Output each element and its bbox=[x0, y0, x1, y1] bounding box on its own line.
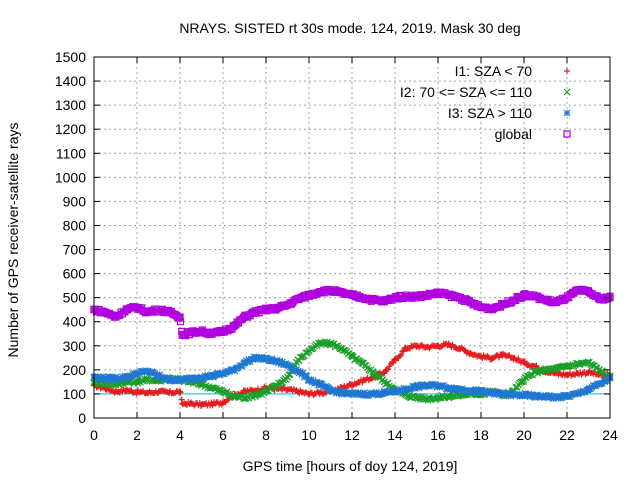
x-tick-label: 6 bbox=[219, 427, 227, 443]
trace-point bbox=[121, 372, 129, 380]
trace-point bbox=[398, 351, 405, 358]
legend-marker bbox=[563, 88, 571, 96]
legend-marker bbox=[563, 109, 571, 117]
trace-point bbox=[504, 297, 512, 305]
trace-point bbox=[521, 358, 528, 365]
trace-point bbox=[174, 313, 182, 321]
x-tick-label: 2 bbox=[133, 427, 141, 443]
trace-point bbox=[530, 367, 538, 375]
trace-point bbox=[210, 328, 218, 336]
trace-point bbox=[176, 318, 185, 326]
y-tick-label: 1400 bbox=[55, 73, 86, 89]
legend-label: global bbox=[495, 126, 532, 142]
y-tick-label: 1300 bbox=[55, 97, 86, 113]
trace-point bbox=[231, 393, 239, 400]
trace-point bbox=[355, 389, 362, 396]
trace-point bbox=[598, 379, 606, 387]
legend-marker bbox=[564, 68, 570, 74]
x-tick-label: 24 bbox=[602, 427, 618, 443]
trace-point bbox=[200, 375, 208, 382]
y-tick-label: 800 bbox=[63, 217, 87, 233]
trace-point bbox=[526, 393, 534, 401]
trace-point bbox=[333, 389, 340, 397]
trace-point bbox=[379, 390, 387, 397]
y-axis-label: Number of GPS receiver-satellite rays bbox=[5, 123, 21, 358]
grid-lines bbox=[94, 57, 610, 418]
series-3 bbox=[90, 353, 614, 403]
trace-point bbox=[175, 314, 183, 322]
x-tick-label: 18 bbox=[473, 427, 489, 443]
y-tick-label: 1200 bbox=[55, 121, 86, 137]
trace-point bbox=[273, 356, 281, 364]
trace-point bbox=[276, 357, 284, 365]
y-tick-label: 600 bbox=[63, 266, 87, 282]
y-tick-label: 0 bbox=[78, 410, 86, 426]
trace-point bbox=[385, 366, 392, 373]
trace-point bbox=[148, 306, 156, 315]
x-tick-label: 12 bbox=[344, 427, 360, 443]
y-tick-label: 1500 bbox=[55, 49, 86, 65]
series-4 bbox=[90, 285, 614, 340]
axis-ticks: 0100200300400500600700800900100011001200… bbox=[55, 49, 618, 443]
trace-point bbox=[461, 347, 468, 354]
y-tick-label: 700 bbox=[63, 242, 87, 258]
trace-point bbox=[381, 370, 388, 377]
trace-point bbox=[338, 390, 346, 398]
x-tick-label: 14 bbox=[387, 427, 403, 443]
series-group bbox=[90, 285, 614, 410]
trace-point bbox=[296, 368, 304, 376]
trace-point bbox=[303, 372, 311, 380]
x-tick-label: 4 bbox=[176, 427, 184, 443]
y-tick-label: 900 bbox=[63, 193, 87, 209]
legend-label: I2: 70 <= SZA <= 110 bbox=[400, 84, 532, 100]
y-tick-label: 400 bbox=[63, 314, 87, 330]
y-tick-label: 500 bbox=[63, 290, 87, 306]
trace-point bbox=[178, 396, 185, 403]
trace-point bbox=[108, 373, 116, 381]
trace-point bbox=[390, 359, 397, 366]
trace-point bbox=[177, 389, 184, 396]
trace-point bbox=[398, 387, 406, 395]
trace-point bbox=[414, 381, 422, 389]
trace-point bbox=[603, 377, 611, 385]
trace-point bbox=[507, 392, 515, 400]
x-tick-label: 0 bbox=[90, 427, 98, 443]
y-tick-label: 1100 bbox=[56, 145, 86, 161]
trace-point bbox=[376, 297, 384, 305]
trace-point bbox=[302, 349, 309, 357]
x-axis-label: GPS time [hours of doy 124, 2019] bbox=[243, 458, 458, 474]
chart-title: NRAYS. SISTED rt 30s mode. 124, 2019. Ma… bbox=[179, 20, 520, 36]
trace-point bbox=[112, 373, 120, 381]
trace-point bbox=[478, 386, 486, 394]
legend-label: I1: SZA < 70 bbox=[455, 63, 533, 79]
x-tick-label: 20 bbox=[516, 427, 532, 443]
y-tick-label: 200 bbox=[63, 362, 87, 378]
trace-point bbox=[365, 391, 373, 399]
trace-point bbox=[396, 353, 403, 360]
trace-point bbox=[313, 378, 321, 386]
legend-label: I3: SZA > 110 bbox=[448, 105, 532, 121]
y-tick-label: 100 bbox=[63, 386, 87, 402]
x-tick-label: 22 bbox=[559, 427, 575, 443]
x-tick-label: 10 bbox=[301, 427, 317, 443]
trace-point bbox=[171, 310, 179, 318]
x-tick-label: 8 bbox=[262, 427, 270, 443]
trace-point bbox=[271, 382, 279, 390]
legend-marker bbox=[563, 130, 571, 138]
y-tick-label: 1000 bbox=[55, 169, 86, 185]
trace-point bbox=[399, 348, 406, 355]
y-tick-label: 300 bbox=[63, 338, 87, 354]
trace-point bbox=[520, 378, 527, 386]
legend: I1: SZA < 70 I2: 70 <= SZA <= 110 I3: SZA … bbox=[400, 63, 571, 142]
x-tick-label: 16 bbox=[430, 427, 446, 443]
